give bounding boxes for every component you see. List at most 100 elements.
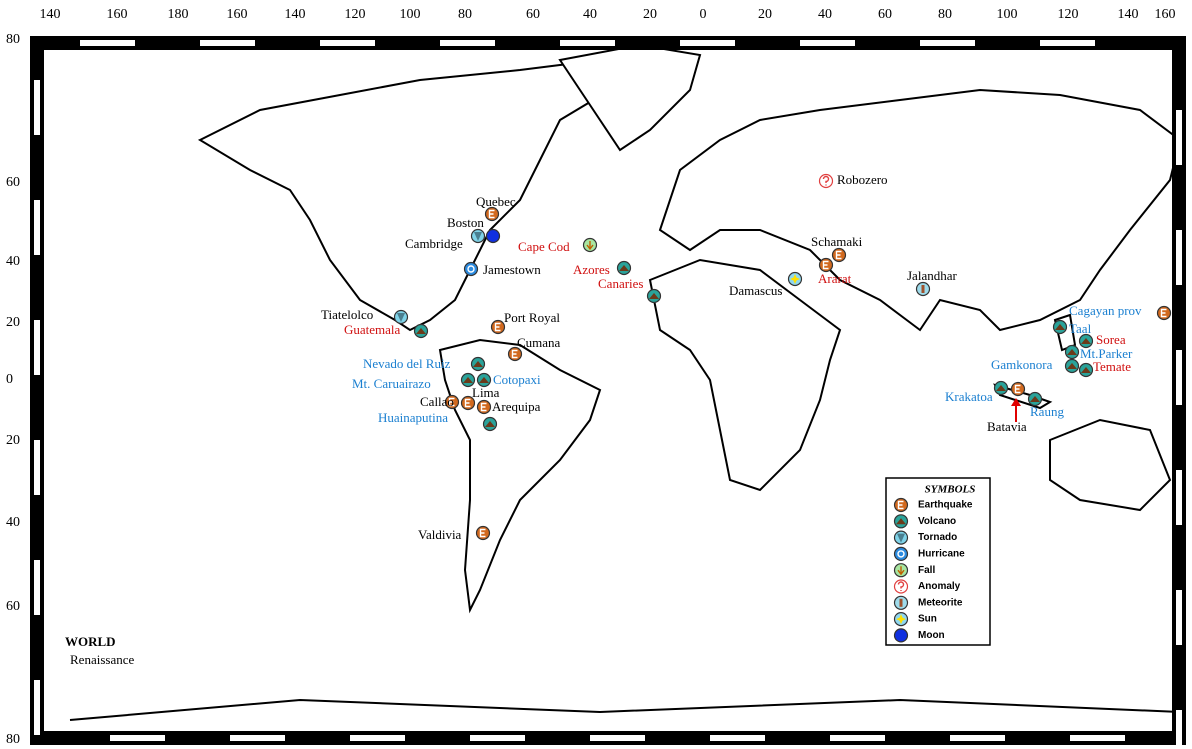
icon-glyph	[899, 598, 903, 607]
place-label: Krakatoa	[945, 389, 993, 404]
place-icon	[470, 356, 486, 372]
icon-glyph	[897, 500, 904, 510]
legend-icon	[893, 497, 909, 513]
icon-glyph	[1067, 349, 1077, 355]
longitude-label: 80	[938, 7, 952, 22]
place-label: Taal	[1069, 321, 1092, 336]
place-icon	[818, 173, 834, 189]
frame-break	[350, 735, 405, 741]
place-icon	[831, 247, 847, 263]
longitude-label: 60	[526, 7, 540, 22]
latitude-label: 60	[6, 175, 20, 190]
icon-glyph	[464, 398, 471, 408]
legend-label: Fall	[918, 565, 935, 576]
place-label: Cotopaxi	[493, 372, 541, 387]
frame-break	[110, 735, 165, 741]
place-icon	[818, 257, 834, 273]
frame-break	[34, 80, 40, 135]
place-icon	[460, 395, 476, 411]
icon-glyph	[463, 377, 473, 383]
icon-glyph	[790, 274, 800, 284]
longitude-label: 80	[458, 7, 472, 22]
frame-break	[920, 40, 975, 46]
frame-break	[1176, 710, 1182, 749]
legend-icon	[893, 530, 909, 545]
place-label: Boston	[447, 215, 484, 230]
place-icon	[582, 237, 598, 253]
place-label: Tiatelolco	[321, 307, 373, 322]
icon-glyph	[1055, 324, 1065, 330]
frame-break	[1040, 40, 1095, 46]
legend-icon	[893, 546, 909, 562]
place-icon	[490, 319, 506, 335]
icon-glyph	[996, 385, 1006, 391]
place-icon	[1052, 319, 1068, 335]
frame-break	[1176, 470, 1182, 525]
icon-glyph	[448, 397, 455, 407]
longitude-label: 20	[643, 7, 657, 22]
frame-break	[800, 40, 855, 46]
longitude-label: 20	[758, 7, 772, 22]
frame-break	[34, 320, 40, 375]
place-icon	[1010, 381, 1026, 397]
longitude-label: 180	[168, 7, 189, 22]
place-icon	[393, 309, 409, 325]
place-label: Callao	[420, 394, 454, 409]
legend-icon	[893, 611, 909, 627]
legend-label: Hurricane	[918, 549, 965, 560]
place-icon	[485, 228, 501, 244]
place-icon	[507, 346, 523, 362]
frame-break	[1176, 590, 1182, 645]
frame-break	[34, 200, 40, 255]
place-icon	[1064, 358, 1080, 374]
icon-glyph	[586, 241, 594, 251]
icon-glyph	[488, 209, 495, 219]
legend-label: Meteorite	[918, 597, 963, 608]
frame-break	[1176, 350, 1182, 405]
icon-glyph	[921, 285, 925, 293]
place-label: Damascus	[729, 283, 782, 298]
frame-break	[34, 560, 40, 615]
frame-break	[590, 735, 645, 741]
place-icon	[463, 261, 479, 277]
icon-glyph	[473, 361, 483, 367]
place-icon	[484, 206, 500, 222]
legend-label: Moon	[918, 630, 945, 641]
place-icon	[470, 228, 486, 244]
icon-glyph	[897, 550, 905, 558]
longitude-label: 140	[1118, 7, 1139, 22]
place-label: Sorea	[1096, 332, 1126, 347]
place-icon	[915, 281, 931, 297]
place-label: Azores	[573, 262, 610, 277]
longitude-label: 160	[1155, 7, 1176, 22]
frame-break	[440, 40, 495, 46]
frame-break	[320, 40, 375, 46]
place-label: Raung	[1030, 404, 1064, 419]
legend-title: SYMBOLS	[925, 484, 976, 496]
place-label: Cumana	[517, 335, 561, 350]
latitude-label: 80	[6, 32, 20, 47]
place-icon	[482, 416, 498, 432]
frame-break	[680, 40, 735, 46]
icon-glyph	[896, 518, 906, 525]
frame-break	[34, 440, 40, 495]
frame	[30, 36, 1186, 749]
latitude-label: 80	[6, 732, 20, 747]
legend-label: Earthquake	[918, 500, 973, 511]
place-icon	[646, 288, 662, 304]
icon-glyph	[897, 581, 905, 591]
place-label: Nevado del Ruiz	[363, 356, 451, 371]
icon-glyph	[511, 349, 518, 359]
legend-icon	[893, 628, 909, 643]
legend-label: Anomaly	[918, 581, 961, 592]
icon-glyph	[1160, 308, 1167, 318]
longitude-label: 140	[285, 7, 306, 22]
icon-glyph	[467, 265, 475, 273]
place-icon	[787, 271, 803, 287]
icon-glyph	[416, 328, 426, 334]
icon-glyph	[1030, 396, 1040, 402]
place-label: Valdivia	[418, 527, 462, 542]
frame-break	[80, 40, 135, 46]
place-label: Lima	[472, 385, 500, 400]
